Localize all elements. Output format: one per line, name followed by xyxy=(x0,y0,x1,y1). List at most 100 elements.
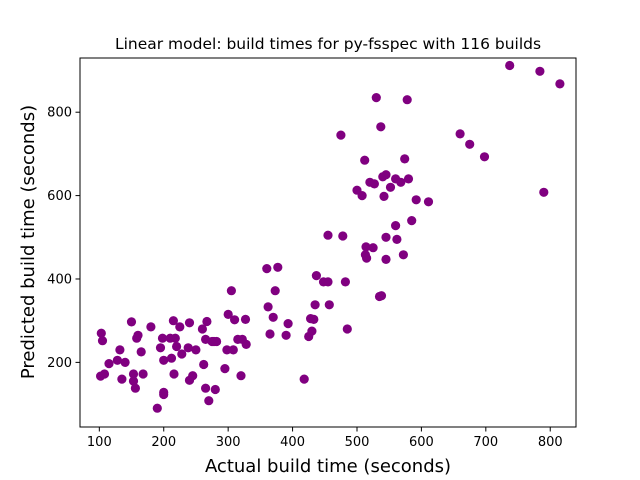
data-point xyxy=(241,339,251,349)
data-point xyxy=(381,232,391,242)
data-point xyxy=(381,254,391,264)
data-point xyxy=(362,253,372,263)
data-point xyxy=(236,371,246,381)
data-point xyxy=(128,369,139,379)
data-point xyxy=(368,243,378,253)
data-point xyxy=(369,179,379,189)
data-point xyxy=(204,396,214,406)
data-point xyxy=(138,369,148,379)
data-point xyxy=(324,300,334,310)
data-point xyxy=(309,314,319,324)
data-point xyxy=(402,95,412,105)
data-point xyxy=(299,374,309,384)
data-point xyxy=(262,264,272,274)
data-point xyxy=(323,277,333,287)
data-point xyxy=(323,230,333,240)
data-point xyxy=(157,333,168,343)
data-point xyxy=(168,316,178,326)
y-axis-label: Predicted build time (seconds) xyxy=(18,105,39,379)
data-point xyxy=(197,324,207,334)
data-point xyxy=(385,182,396,192)
y-axis-ticks: 200 400 600 800 xyxy=(47,106,80,371)
data-point xyxy=(400,154,410,164)
data-point xyxy=(172,341,182,352)
data-point xyxy=(169,369,179,379)
data-point xyxy=(115,345,125,355)
data-point xyxy=(342,324,352,334)
data-point xyxy=(265,329,275,339)
data-point xyxy=(112,355,122,365)
data-point xyxy=(539,187,549,197)
data-point xyxy=(423,197,434,207)
data-point xyxy=(403,174,414,184)
data-point xyxy=(392,234,402,244)
data-point xyxy=(104,359,114,369)
data-point xyxy=(222,345,232,355)
data-point xyxy=(126,317,137,327)
plot-frame xyxy=(79,57,577,428)
data-point xyxy=(505,60,515,71)
x-tick-label: 700 xyxy=(473,435,498,450)
points-layer xyxy=(96,60,565,413)
data-point xyxy=(117,374,127,384)
data-point xyxy=(228,345,238,355)
data-point xyxy=(273,262,283,272)
x-tick-label: 600 xyxy=(409,435,434,450)
data-point xyxy=(361,242,371,252)
data-point xyxy=(376,122,386,132)
data-point xyxy=(223,309,233,319)
data-point xyxy=(183,343,193,353)
x-tick-label: 500 xyxy=(345,435,370,450)
data-point xyxy=(376,291,387,301)
data-point xyxy=(97,336,108,346)
data-point xyxy=(99,369,110,379)
data-point xyxy=(381,170,391,180)
data-point xyxy=(212,336,222,347)
data-point xyxy=(210,384,220,395)
data-point xyxy=(130,383,140,393)
data-point xyxy=(240,314,251,324)
y-tick-label: 800 xyxy=(47,106,72,121)
data-point xyxy=(175,322,185,332)
data-point xyxy=(159,355,169,365)
x-axis-ticks: 100 200 300 400 500 600 700 800 xyxy=(87,427,563,450)
data-point xyxy=(281,330,291,340)
data-point xyxy=(170,333,180,343)
data-point xyxy=(379,191,389,201)
x-tick-label: 100 xyxy=(87,435,112,450)
data-point xyxy=(455,129,465,139)
data-point xyxy=(555,79,565,89)
data-point xyxy=(371,93,381,103)
data-point xyxy=(177,349,187,359)
data-point xyxy=(199,359,209,370)
data-point xyxy=(357,191,367,201)
data-point xyxy=(201,383,211,393)
data-point xyxy=(535,66,545,76)
x-tick-label: 200 xyxy=(151,435,176,450)
data-point xyxy=(96,328,106,338)
data-point xyxy=(411,195,421,205)
data-point xyxy=(338,231,348,241)
data-point xyxy=(133,330,143,340)
data-point xyxy=(340,277,350,287)
data-point xyxy=(263,302,273,312)
x-tick-label: 800 xyxy=(538,435,563,450)
data-point xyxy=(398,250,408,260)
y-tick-label: 400 xyxy=(47,272,72,287)
data-point xyxy=(152,403,162,413)
y-tick-label: 200 xyxy=(47,356,72,371)
data-point xyxy=(159,389,169,400)
data-point xyxy=(166,353,177,363)
data-point xyxy=(268,312,278,322)
data-point xyxy=(226,286,236,296)
data-point xyxy=(479,152,490,162)
data-point xyxy=(270,286,280,296)
x-tick-label: 300 xyxy=(216,435,241,450)
data-point xyxy=(220,364,230,374)
data-point xyxy=(191,345,201,355)
chart-title: Linear model: build times for py-fsspec … xyxy=(115,35,541,53)
data-point xyxy=(396,177,406,187)
data-point xyxy=(146,322,156,332)
